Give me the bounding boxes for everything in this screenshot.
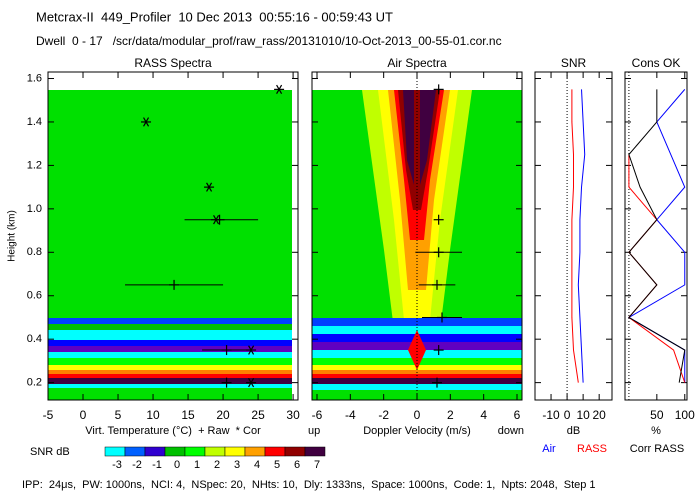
x-tick-label: 4 [480,408,487,422]
colorbar-tick-label: -1 [152,459,162,471]
y-tick-label: 1.2 [27,159,42,171]
marker [433,345,444,356]
x-tick-label: 50 [650,408,664,422]
x-tick-label: 0 [564,408,571,422]
marker-stroke [143,117,150,127]
marker [433,247,444,258]
frame [534,71,613,401]
marker [169,279,180,290]
footer: IPP: 24μs, PW: 1000ns, NCI: 4, NSpec: 20… [22,479,596,491]
air-field [312,90,522,400]
colorbar-swatch [244,446,266,457]
marker [274,84,285,95]
series-line [628,89,686,383]
x-tick-label: 10 [576,408,590,422]
colorbar-swatch [164,446,186,457]
colorbar-swatch [224,446,246,457]
series-line [571,89,579,383]
series-line [577,89,586,383]
legend-entry: RASS [577,443,607,455]
x-axis-label: % [651,425,661,437]
colorbar-label: SNR dB [30,446,70,458]
marker [221,377,232,388]
marker [214,214,225,225]
x-tick-label: 25 [251,408,265,422]
y-axis-label: Height (km) [7,210,18,262]
legend-entry: Corr RASS [630,443,684,455]
panel-title: Air Spectra [387,56,447,70]
marker [141,117,152,127]
colorbar-tick-label: 4 [254,459,260,471]
y-tick-label: 0.6 [27,290,42,302]
colorbar-swatch [104,446,126,457]
colorbar-swatch [184,446,206,457]
marker [204,182,215,192]
x-axis-label: Virt. Temperature (°C) + Raw * Cor [85,425,261,437]
colorbar-tick-label: 1 [194,459,200,471]
marker [433,214,444,225]
x-left-label: up [308,425,320,437]
header-line2: Dwell 0 - 17 /scr/data/modular_prof/raw_… [36,34,502,48]
x-tick-label: -4 [345,408,356,422]
y-tick-label: 1.0 [27,203,42,215]
colorbar-swatch [304,446,326,457]
marker-stroke [206,182,213,192]
x-tick-label: 20 [216,408,230,422]
marker [432,279,442,290]
frame [47,71,299,401]
series-line [627,89,686,383]
y-tick-label: 1.4 [27,116,42,128]
x-tick-label: 15 [181,408,195,422]
x-tick-label: -10 [542,408,560,422]
x-tick-label: 5 [115,408,122,422]
marker [246,377,257,388]
x-tick-label: 6 [514,408,521,422]
colorbar-swatch [144,446,166,457]
x-tick-label: 0 [414,408,421,422]
rass-field [48,90,292,400]
y-tick-label: 0.4 [27,333,42,345]
colorbar-tick-label: -3 [112,459,122,471]
frame [624,71,688,401]
y-tick-label: 0.2 [27,377,42,389]
x-axis-label: Doppler Velocity (m/s) [363,425,471,437]
colorbar-swatch [284,446,306,457]
colorbar-tick-label: -2 [132,459,142,471]
y-tick-label: 0.8 [27,246,42,258]
y-tick-label: 1.6 [27,72,42,84]
colorbar-swatch [124,446,146,457]
colorbar-tick-label: 5 [274,459,280,471]
colorbar-swatch [204,446,226,457]
legend-entry: Air [542,443,556,455]
marker [433,84,444,95]
panel-title: Cons OK [632,56,681,70]
colorbar-swatch [264,446,286,457]
x-tick-label: 10 [146,408,160,422]
panel-title: SNR [561,56,587,70]
marker [432,377,442,388]
x-tick-label: 20 [592,408,606,422]
marker-stroke [276,84,283,95]
marker [437,312,447,323]
colorbar-tick-label: 3 [234,459,240,471]
x-tick-label: -2 [378,408,389,422]
marker-stroke [248,377,255,388]
colorbar-tick-label: 6 [294,459,300,471]
marker [221,345,232,356]
series-line [628,154,686,383]
x-tick-label: 0 [80,408,87,422]
x-tick-label: -6 [312,408,323,422]
colorbar-tick-label: 7 [314,459,320,471]
colorbar-tick-label: 2 [214,459,220,471]
colorbar-tick-label: 0 [174,459,180,471]
x-tick-label: 100 [675,408,695,422]
x-right-label: down [498,425,524,437]
x-tick-label: -5 [43,408,54,422]
x-tick-label: 30 [286,408,300,422]
header-line1: Metcrax-II 449_Profiler 10 Dec 2013 00:5… [36,9,393,24]
panel-title: RASS Spectra [134,56,212,70]
x-tick-label: 2 [447,408,454,422]
x-axis-label: dB [567,425,580,437]
